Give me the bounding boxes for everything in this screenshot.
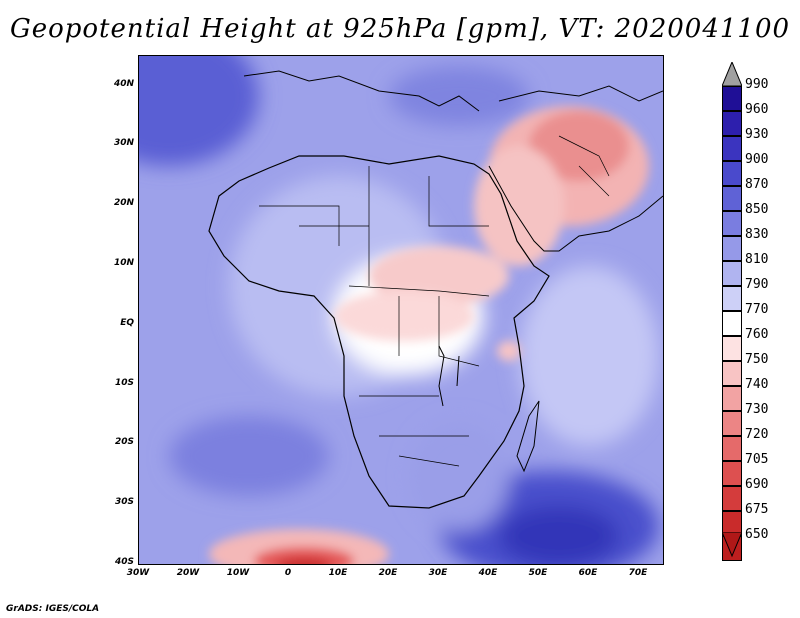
x-tick-label-40e: 40E: [478, 568, 498, 578]
legend-label-675: 675: [745, 502, 769, 517]
legend-label-960: 960: [745, 102, 769, 117]
x-tick-label-50e: 50E: [528, 568, 548, 578]
y-tick-label-20s: 20S: [114, 437, 134, 447]
y-tick-label-10n: 10N: [113, 258, 134, 268]
y-tick-label-30n: 30N: [113, 138, 134, 148]
legend-swatch-730: [722, 411, 742, 436]
legend-label-810: 810: [745, 252, 769, 267]
legend-swatch-690: [722, 486, 742, 511]
legend-swatch-720: [722, 436, 742, 461]
x-tick-label-0: 0: [284, 568, 292, 578]
x-tick-label-30e: 30E: [428, 568, 448, 578]
x-tick-label-10e: 10E: [328, 568, 348, 578]
legend-bottom-arrow: [722, 532, 742, 558]
legend-swatch-990: [722, 86, 742, 111]
legend-label-690: 690: [745, 477, 769, 492]
legend-swatch-740: [722, 386, 742, 411]
legend-label-930: 930: [745, 127, 769, 142]
legend-swatch-810: [722, 261, 742, 286]
legend-label-730: 730: [745, 402, 769, 417]
geopotential-map: [139, 56, 663, 564]
legend-label-750: 750: [745, 352, 769, 367]
legend-swatch-900: [722, 161, 742, 186]
footer-credit: GrADS: IGES/COLA: [6, 604, 100, 614]
legend-label-650: 650: [745, 527, 769, 542]
y-tick-label-30s: 30S: [114, 497, 134, 507]
legend-swatch-850: [722, 211, 742, 236]
legend-swatch-705: [722, 461, 742, 486]
legend-label-790: 790: [745, 277, 769, 292]
legend-swatch-770: [722, 311, 742, 336]
legend-swatch-760: [722, 336, 742, 361]
legend-label-760: 760: [745, 327, 769, 342]
legend-label-870: 870: [745, 177, 769, 192]
legend-label-770: 770: [745, 302, 769, 317]
map-title: Geopotential Height at 925hPa [gpm], VT:…: [9, 14, 791, 44]
y-tick-label-20n: 20N: [113, 198, 134, 208]
y-tick-label-10s: 10S: [114, 378, 134, 388]
legend-label-990: 990: [745, 77, 769, 92]
legend-top-arrow: [722, 62, 742, 87]
x-tick-label-10w: 10W: [226, 568, 250, 578]
legend-swatch-830: [722, 236, 742, 261]
legend-swatch-750: [722, 361, 742, 386]
legend-label-720: 720: [745, 427, 769, 442]
x-tick-label-30w: 30W: [126, 568, 150, 578]
legend-label-850: 850: [745, 202, 769, 217]
x-tick-label-70e: 70E: [628, 568, 648, 578]
legend-label-830: 830: [745, 227, 769, 242]
legend-swatch-870: [722, 186, 742, 211]
map-plot-area: [138, 55, 664, 565]
legend-swatch-790: [722, 286, 742, 311]
x-tick-label-60e: 60E: [578, 568, 598, 578]
x-tick-label-20e: 20E: [378, 568, 398, 578]
legend-swatch-930: [722, 136, 742, 161]
legend-label-705: 705: [745, 452, 769, 467]
legend-swatch-960: [722, 111, 742, 136]
y-tick-label-eq: EQ: [120, 318, 134, 328]
legend-label-900: 900: [745, 152, 769, 167]
y-tick-label-40n: 40N: [113, 79, 134, 89]
y-tick-label-40s: 40S: [114, 557, 134, 567]
legend-label-740: 740: [745, 377, 769, 392]
x-tick-label-20w: 20W: [176, 568, 200, 578]
